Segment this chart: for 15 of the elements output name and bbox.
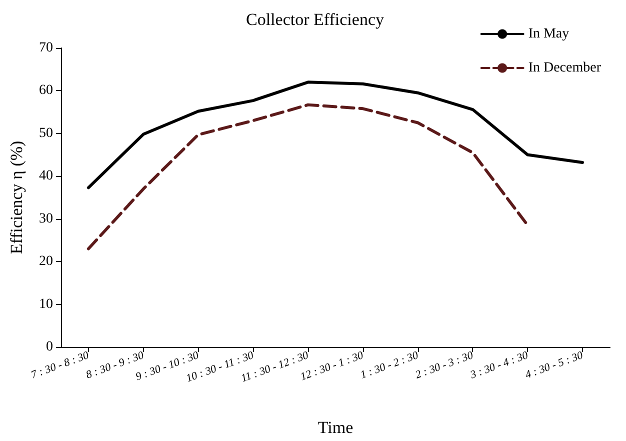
y-tick-label: 10 bbox=[39, 296, 53, 312]
y-axis-title: Efficiency η (%) bbox=[7, 140, 26, 254]
line-series bbox=[86, 80, 584, 190]
y-tick-label: 60 bbox=[39, 83, 53, 98]
legend-label: In May bbox=[528, 26, 570, 42]
chart-title: Collector Efficiency bbox=[246, 10, 384, 29]
line-series bbox=[86, 103, 530, 250]
x-axis-title: Time bbox=[318, 418, 354, 437]
y-tick-label: 70 bbox=[39, 40, 53, 56]
y-tick-label: 50 bbox=[39, 126, 53, 141]
legend-label: In December bbox=[528, 60, 602, 76]
y-tick-label: 40 bbox=[39, 168, 53, 184]
y-tick-label: 20 bbox=[39, 254, 53, 270]
y-tick-label: 30 bbox=[39, 211, 53, 226]
y-tick-label: 0 bbox=[46, 340, 53, 354]
